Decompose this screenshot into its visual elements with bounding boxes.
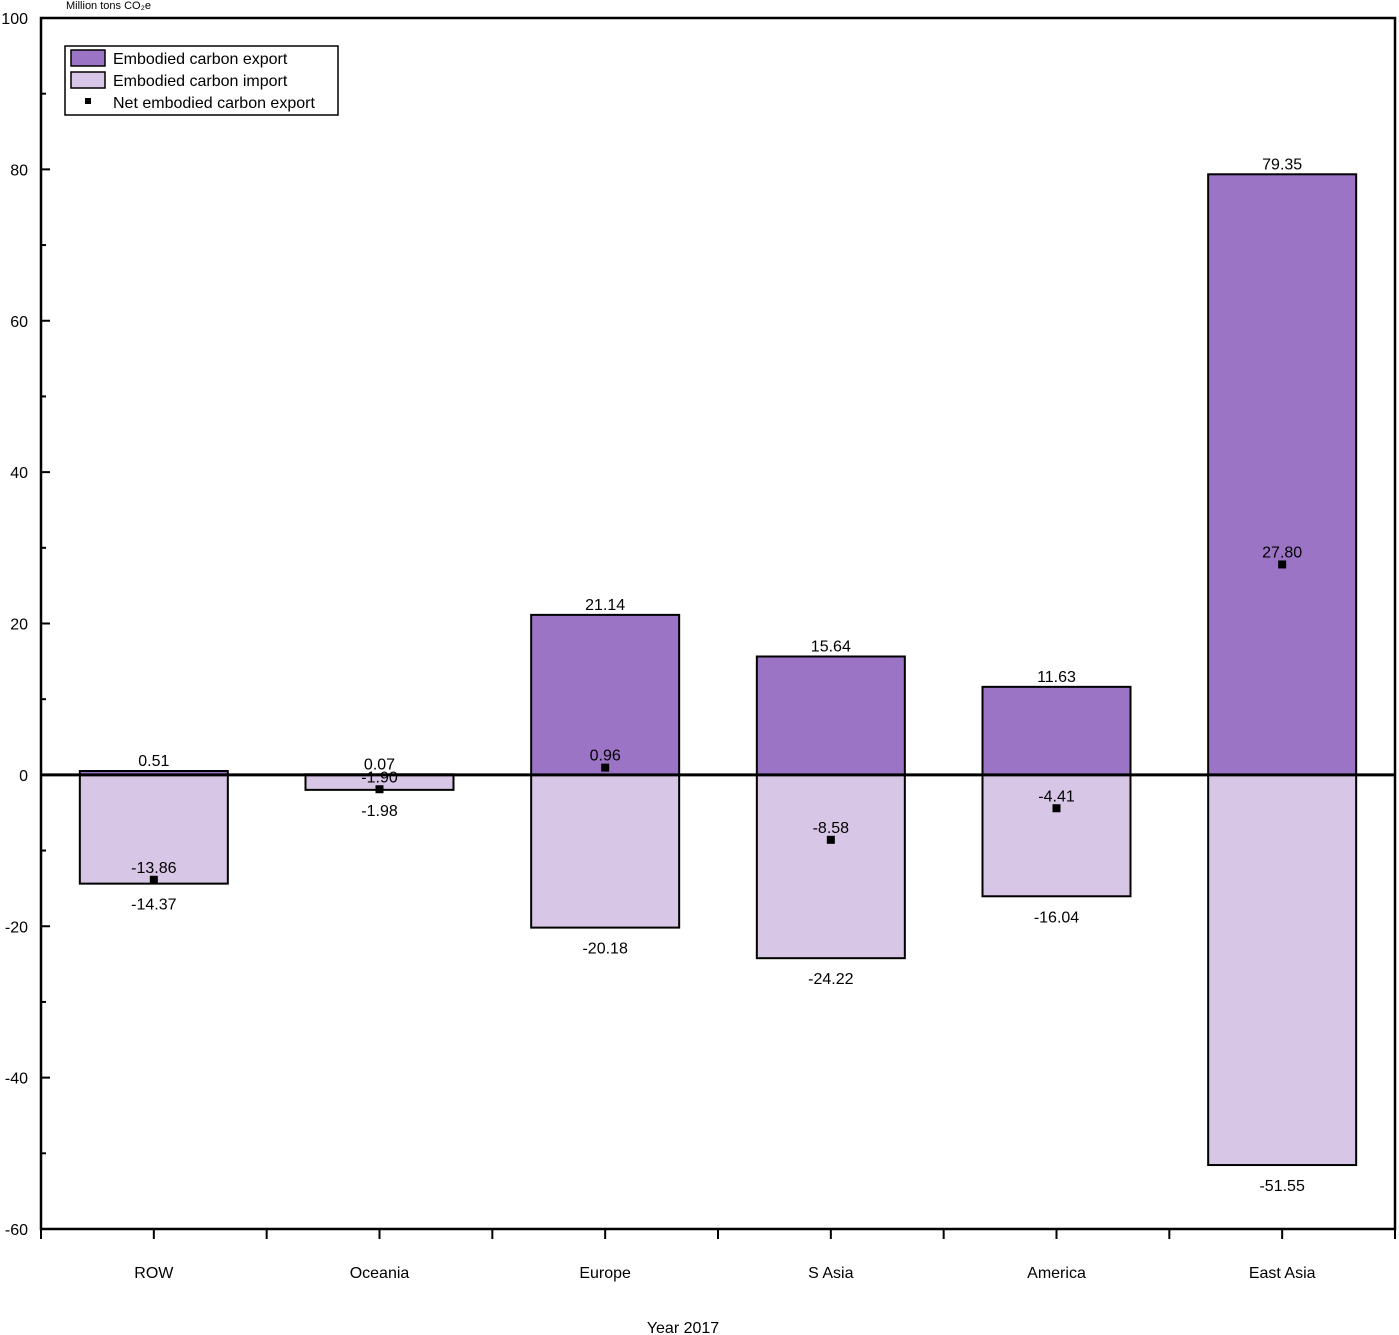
export-value-label: 79.35	[1262, 156, 1302, 173]
net-marker	[826, 835, 835, 844]
y-tick-label: -60	[5, 1222, 28, 1239]
export-value-label: 21.14	[585, 597, 625, 614]
legend-label-import: Embodied carbon import	[113, 73, 288, 90]
import-value-label: -51.55	[1259, 1178, 1304, 1195]
legend-label-export: Embodied carbon export	[113, 51, 288, 68]
bars	[78, 173, 1358, 1167]
export-value-label: 11.63	[1037, 669, 1076, 686]
x-axis-title: Year 2017	[647, 1320, 719, 1335]
bar-import	[1207, 773, 1358, 1167]
net-value-label: -8.58	[813, 820, 850, 837]
net-marker	[601, 763, 610, 772]
export-value-label: 15.64	[811, 638, 851, 655]
y-tick-label: 40	[10, 465, 28, 482]
bar-export	[755, 655, 906, 776]
y-tick-label: 60	[10, 314, 28, 331]
y-tick-label: 100	[1, 11, 28, 28]
y-axis-unit-label: Million tons CO₂e	[66, 0, 151, 12]
x-tick-label-europe: Europe	[579, 1265, 631, 1282]
net-markers	[149, 560, 1287, 884]
y-tick-label: -20	[5, 919, 28, 936]
bar-import	[78, 773, 229, 885]
data-labels: 0.51 -14.37 -13.86 0.07 -1.98 -1.90 21.14 -20.1…	[131, 156, 1305, 1195]
bar-import	[755, 773, 906, 960]
bar-import	[530, 773, 681, 929]
y-tick-label: 20	[10, 617, 28, 634]
net-marker	[375, 785, 384, 794]
bar-import	[981, 773, 1132, 898]
x-axis: ROW Oceania Europe S Asia America East Asia	[40, 1229, 1396, 1282]
y-tick-label: -40	[5, 1071, 28, 1088]
x-tick-label-america: America	[1027, 1265, 1086, 1282]
legend-swatch-import	[70, 71, 106, 89]
import-value-label: -20.18	[582, 941, 627, 958]
net-marker	[149, 875, 158, 884]
x-tick-label-oceania: Oceania	[350, 1265, 410, 1282]
import-value-label: -24.22	[808, 971, 853, 988]
net-marker	[1278, 560, 1287, 569]
legend-swatch-export	[70, 49, 106, 67]
x-tick-label-east-asia: East Asia	[1249, 1265, 1316, 1282]
y-tick-label: 80	[10, 162, 28, 179]
net-value-label: 0.96	[590, 748, 621, 765]
import-value-label: -1.98	[361, 803, 398, 820]
net-value-label: -13.86	[131, 860, 176, 877]
export-value-label: 0.51	[138, 753, 169, 770]
net-marker	[1052, 804, 1061, 813]
export-value-label: 0.07	[364, 756, 395, 773]
net-value-label: -1.90	[361, 769, 398, 786]
net-value-label: -4.41	[1038, 788, 1075, 805]
legend-marker-net	[85, 98, 91, 104]
y-axis: -60 -40 -20 0 20 40 60 80 100	[1, 11, 50, 1239]
plot-frame	[39, 16, 1397, 1231]
legend-label-net: Net embodied carbon export	[113, 95, 315, 112]
import-value-label: -14.37	[131, 897, 176, 914]
import-value-label: -16.04	[1034, 909, 1079, 926]
bar-export	[981, 685, 1132, 776]
net-value-label: 27.80	[1262, 544, 1302, 561]
x-tick-label-s-asia: S Asia	[808, 1265, 853, 1282]
x-tick-label-row: ROW	[134, 1265, 174, 1282]
y-tick-label: 0	[19, 768, 28, 785]
bar-export	[1207, 173, 1358, 776]
legend-box	[64, 45, 339, 116]
legend: Embodied carbon export Embodied carbon i…	[64, 45, 339, 116]
